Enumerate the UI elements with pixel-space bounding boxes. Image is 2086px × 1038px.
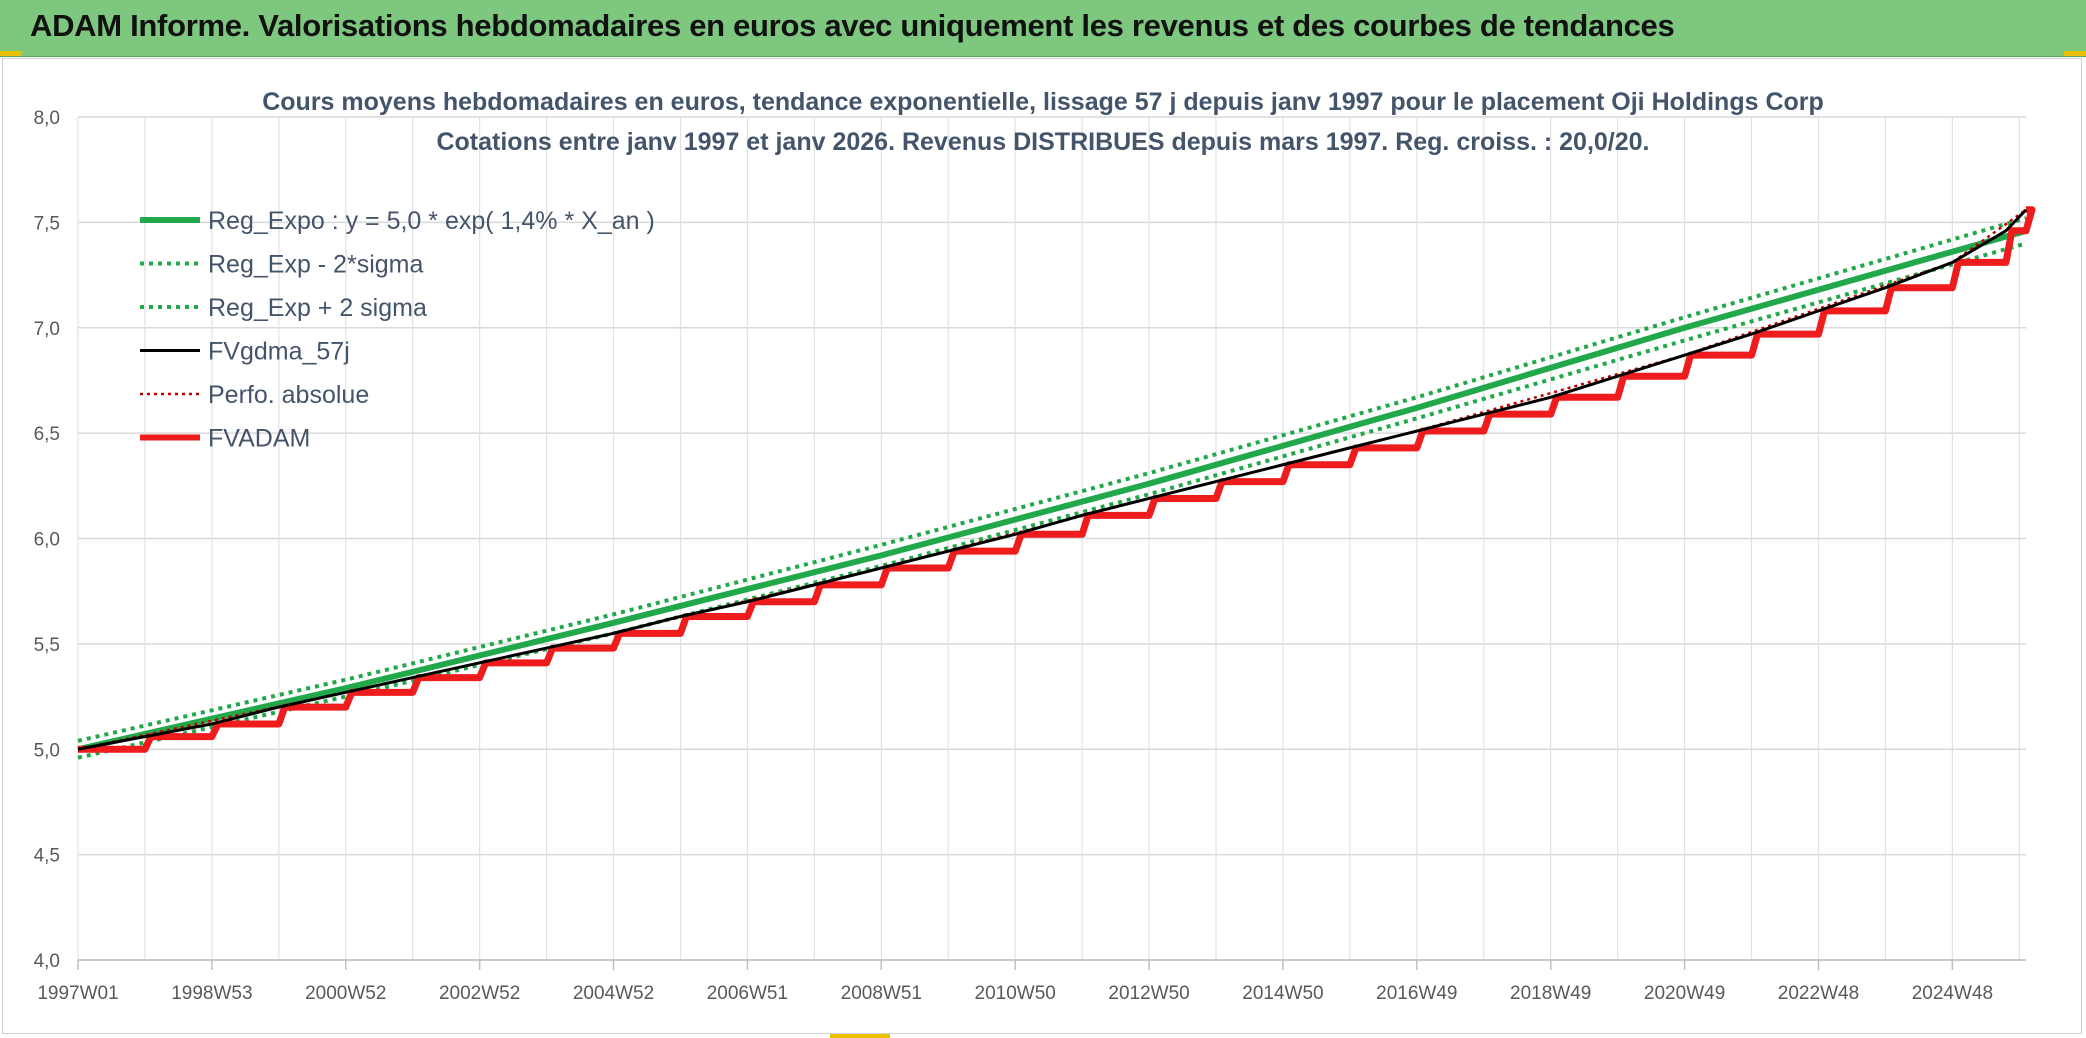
series-line-3 <box>77 208 2028 751</box>
corner-marker-bottom <box>830 1033 890 1038</box>
y-tick-label: 6,0 <box>34 530 60 551</box>
x-tick-label: 2014W50 <box>1242 983 1323 1004</box>
y-tick-label: 4,5 <box>34 846 60 867</box>
corner-marker-right <box>2064 51 2086 56</box>
x-tick-label: 2020W49 <box>1644 983 1725 1004</box>
y-tick-label: 8,0 <box>34 108 60 129</box>
x-tick-label: 2008W51 <box>841 983 922 1004</box>
legend-label: FVADAM <box>208 425 310 453</box>
series-line-1 <box>77 241 2027 760</box>
x-tick-label: 2004W52 <box>573 983 654 1004</box>
chart-frame <box>2 58 2082 1034</box>
corner-marker-left <box>0 51 22 56</box>
legend-label: Reg_Expo : y = 5,0 * exp( 1,4% * X_an ) <box>208 207 655 235</box>
legend-label: FVgdma_57j <box>208 338 350 366</box>
series-line-5 <box>78 206 2036 753</box>
y-tick-label: 5,5 <box>34 635 60 656</box>
legend-label: Reg_Exp + 2 sigma <box>208 294 427 322</box>
x-tick-label: 2010W50 <box>975 983 1056 1004</box>
report-title: ADAM Informe. Valorisations hebdomadaire… <box>30 8 1675 43</box>
x-tick-label: 2012W50 <box>1108 983 1189 1004</box>
y-tick-label: 4,0 <box>34 951 60 972</box>
legend-label: Perfo. absolue <box>208 381 369 409</box>
series-line-4 <box>77 208 2027 751</box>
y-tick-label: 7,0 <box>34 319 60 340</box>
axes: 4,0 4,5 5,0 5,5 6,0 6,5 7,0 7,5 8,0 1997W01 1998W5… <box>34 108 2026 1004</box>
legend: Reg_Expo : y = 5,0 * exp( 1,4% * X_an ) R… <box>140 207 655 453</box>
x-tick-label: 2016W49 <box>1376 983 1457 1004</box>
grid <box>77 116 2026 961</box>
x-tick-label: 2018W49 <box>1510 983 1591 1004</box>
x-tick-label: 1997W01 <box>37 983 118 1004</box>
x-tick-label: 1998W53 <box>171 983 252 1004</box>
report-banner: ADAM Informe. Valorisations hebdomadaire… <box>0 0 2086 57</box>
y-tick-label: 5,0 <box>34 740 60 761</box>
legend-label: Reg_Exp - 2*sigma <box>208 251 423 279</box>
x-tick-label: 2000W52 <box>305 983 386 1004</box>
series-area <box>77 206 2036 760</box>
x-tick-label: 2006W51 <box>707 983 788 1004</box>
x-tick-label: 2022W48 <box>1778 983 1859 1004</box>
chart-subtitle: Cotations entre janv 1997 et janv 2026. … <box>436 128 1649 156</box>
x-tick-label: 2002W52 <box>439 983 520 1004</box>
series-line-0 <box>77 227 2027 753</box>
x-tick-label: 2024W48 <box>1912 983 1993 1004</box>
y-tick-label: 7,5 <box>34 213 60 234</box>
chart-title: Cours moyens hebdomadaires en euros, ten… <box>262 88 1824 116</box>
y-tick-label: 6,5 <box>34 424 60 445</box>
series-line-2 <box>77 216 2027 743</box>
